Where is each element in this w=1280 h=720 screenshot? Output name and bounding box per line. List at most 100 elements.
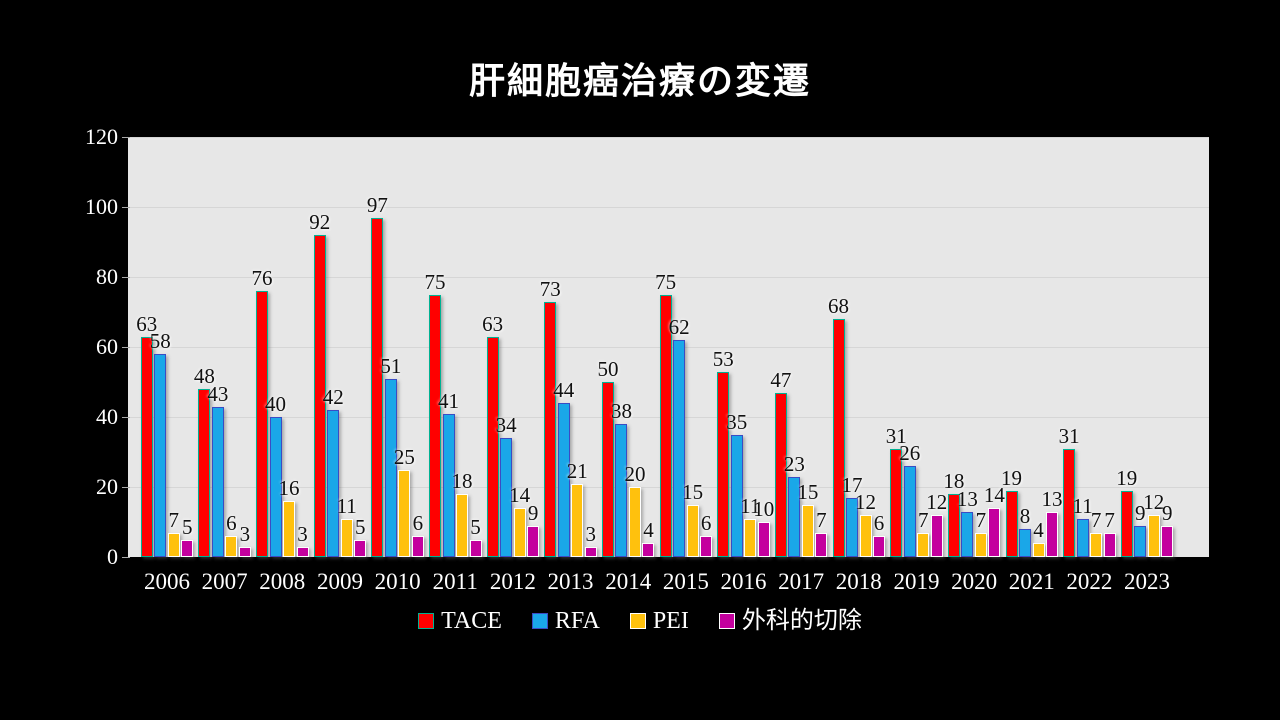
- x-tick-label-2022: 2022: [1066, 569, 1113, 594]
- bar-label-外科的切除-2020: 14: [983, 483, 1005, 507]
- legend-label-RFA: RFA: [554, 608, 600, 634]
- bar-label-RFA-2012: 34: [495, 413, 517, 437]
- bar-label-外科的切除-2006: 5: [182, 514, 193, 539]
- bar-label-RFA-2007: 43: [207, 381, 229, 406]
- legend-marker-icon-外科的切除: [718, 613, 735, 629]
- legend-label-PEI: PEI: [652, 608, 689, 634]
- bar-label-PEI-2022: 7: [1090, 507, 1102, 532]
- bar-label-PEI-2016: 11: [740, 493, 761, 518]
- bar-label-RFA-2016: 35: [726, 409, 748, 434]
- legend-item-PEI: PEI: [629, 608, 689, 634]
- bar-label-外科的切除-2018: 6: [873, 511, 885, 535]
- bar-label-RFA-2006: 58: [149, 329, 171, 353]
- bar-TACE-2023: [1120, 490, 1133, 557]
- bar-label-PEI-2014: 20: [624, 462, 646, 486]
- bar-TACE-2013: [544, 301, 557, 557]
- bar-label-外科的切除-2013: 3: [585, 521, 597, 546]
- bar-label-PEI-2021: 4: [1033, 518, 1044, 542]
- bar-label-TACE-2010: 97: [366, 192, 388, 217]
- chart-title: 肝細胞癌治療の変遷: [468, 60, 811, 101]
- bar-label-外科的切除-2021: 13: [1041, 486, 1063, 511]
- bar-label-PEI-2020: 7: [975, 507, 987, 532]
- bar-RFA-2017: [788, 476, 801, 557]
- bar-TACE-2012: [486, 336, 499, 557]
- bar-TACE-2014: [601, 382, 614, 557]
- x-tick-label-2010: 2010: [374, 569, 421, 594]
- bar-label-RFA-2011: 41: [438, 388, 459, 413]
- bar-外科的切除-2022: [1103, 532, 1116, 557]
- x-tick-label-2014: 2014: [605, 569, 652, 594]
- bar-外科的切除-2020: [988, 508, 1001, 557]
- bar-外科的切除-2016: [757, 522, 770, 557]
- gridline-120: [128, 137, 1209, 138]
- bar-label-外科的切除-2011: 5: [470, 514, 481, 539]
- bar-TACE-2010: [371, 217, 384, 557]
- bar-label-外科的切除-2012: 9: [527, 500, 539, 525]
- y-tick-label-0: 0: [107, 544, 118, 569]
- bar-PEI-2018: [859, 515, 872, 557]
- bar-label-RFA-2019: 26: [899, 441, 921, 465]
- legend-item-RFA: RFA: [531, 608, 600, 634]
- legend-label-TACE: TACE: [441, 608, 502, 634]
- bar-外科的切除-2014: [642, 543, 655, 557]
- legend-item-TACE: TACE: [418, 608, 502, 634]
- bar-label-RFA-2013: 44: [553, 378, 575, 402]
- bar-TACE-2016: [717, 371, 730, 557]
- bar-label-外科的切除-2015: 6: [700, 511, 712, 535]
- bar-RFA-2016: [730, 434, 743, 557]
- bar-label-RFA-2021: 8: [1019, 504, 1031, 528]
- bar-label-外科的切除-2009: 5: [354, 514, 366, 539]
- y-tick-mark-40: [122, 417, 130, 418]
- x-tick-label-2023: 2023: [1124, 569, 1171, 594]
- bar-label-PEI-2015: 15: [682, 479, 704, 504]
- bar-RFA-2008: [269, 417, 282, 557]
- bar-外科的切除-2017: [815, 532, 828, 557]
- bar-TACE-2015: [659, 294, 672, 557]
- bar-PEI-2006: [167, 532, 180, 557]
- bar-外科的切除-2023: [1161, 525, 1174, 557]
- bar-RFA-2011: [442, 413, 455, 557]
- bar-PEI-2022: [1090, 532, 1103, 557]
- bar-label-外科的切除-2016: 10: [753, 497, 775, 521]
- y-tick-label-80: 80: [96, 264, 118, 289]
- bar-RFA-2006: [154, 354, 167, 557]
- bar-label-TACE-2014: 50: [597, 357, 619, 381]
- bar-外科的切除-2019: [930, 515, 943, 557]
- bar-label-PEI-2019: 7: [917, 507, 929, 532]
- x-tick-label-2021: 2021: [1008, 569, 1055, 594]
- bar-RFA-2015: [673, 340, 686, 557]
- bar-外科的切除-2013: [584, 546, 597, 557]
- bar-RFA-2020: [961, 511, 974, 557]
- x-tick-label-2017: 2017: [778, 569, 825, 594]
- x-tick-label-2016: 2016: [720, 569, 767, 594]
- bar-label-TACE-2016: 53: [712, 346, 734, 371]
- bar-外科的切除-2006: [181, 539, 194, 557]
- y-tick-mark-0: [122, 557, 130, 558]
- bar-label-RFA-2017: 23: [783, 451, 805, 476]
- bar-PEI-2013: [571, 483, 584, 557]
- bar-PEI-2008: [283, 501, 296, 557]
- bar-TACE-2018: [832, 319, 845, 557]
- bar-PEI-2009: [340, 518, 353, 557]
- x-tick-label-2012: 2012: [489, 569, 536, 594]
- bar-label-PEI-2023: 12: [1143, 490, 1165, 514]
- bar-label-RFA-2020: 13: [956, 486, 978, 511]
- bar-RFA-2013: [557, 403, 570, 557]
- legend-item-外科的切除: 外科的切除: [718, 608, 862, 634]
- bar-PEI-2012: [513, 508, 526, 557]
- bar-RFA-2014: [615, 424, 628, 557]
- y-tick-mark-20: [122, 487, 130, 488]
- bar-外科的切除-2008: [296, 546, 309, 557]
- bar-TACE-2022: [1063, 448, 1076, 557]
- bar-PEI-2007: [225, 536, 238, 557]
- bar-label-RFA-2010: 51: [380, 353, 402, 378]
- bar-PEI-2021: [1032, 543, 1045, 557]
- bar-label-RFA-2009: 42: [322, 385, 344, 409]
- legend: TACE RFA PEI 外科的切除: [0, 608, 1280, 634]
- bar-TACE-2020: [947, 494, 960, 557]
- legend-marker-icon-PEI: [629, 613, 646, 629]
- gridline-100: [128, 207, 1209, 208]
- bar-TACE-2021: [1005, 490, 1018, 557]
- bar-外科的切除-2011: [469, 539, 482, 557]
